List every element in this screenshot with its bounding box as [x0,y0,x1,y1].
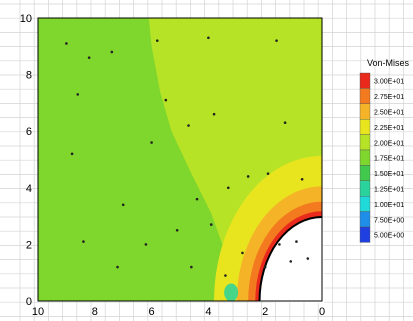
y-tick-label: 6 [26,126,32,138]
mesh-node [190,265,193,269]
mesh-node [195,197,199,201]
x-tick-label: 4 [205,306,211,318]
mesh-node [263,265,267,269]
mesh-node [224,274,227,277]
mesh-node [70,152,74,156]
legend-swatch [359,88,371,105]
x-tick-label: 10 [32,306,44,318]
mesh-node [289,260,293,263]
y-tick-label: 8 [26,70,32,82]
mesh-node [266,172,270,175]
mesh-node [164,98,168,102]
mesh-node [144,243,148,246]
legend-label: 1.75E+01 [374,156,404,163]
legend: Von-Mises 3.00E+01 2.75E+01 2.50E+01 2.25E+0… [359,58,410,243]
mesh-node [212,112,216,116]
y-tick-label: 10 [20,13,32,25]
mesh-node [226,186,230,190]
mesh-node [300,178,304,181]
mesh-node [295,240,298,243]
mesh-node [150,141,153,144]
axes: 0 2 4 6 8 10 10 8 6 4 2 0 [20,13,325,318]
mesh-node [209,223,213,226]
legend-label: 2.50E+01 [374,110,404,117]
hole [259,216,324,303]
legend-swatch [359,118,371,135]
legend-label: 2.25E+01 [374,125,404,132]
legend-label: 1.25E+01 [374,187,404,194]
mesh-node [76,93,80,96]
mesh-node [187,124,190,127]
mesh-node [82,240,85,243]
legend-swatch [359,211,371,228]
y-tick-label: 4 [26,183,32,195]
legend-swatch [359,72,371,89]
legend-swatch [359,149,371,166]
field-zone-1-75 [38,18,237,301]
plot-frame [37,17,323,302]
y-tick-label: 2 [26,239,32,251]
mesh-node [241,251,244,255]
hole-boundary [258,215,323,302]
legend-title: Von-Mises [367,58,410,68]
mesh-node [278,243,281,246]
legend-label: 2.75E+01 [374,94,404,101]
x-tick-label: 0 [319,306,325,318]
legend-label: 1.50E+01 [374,171,404,178]
legend-swatch [359,195,371,212]
legend-swatch [359,103,371,120]
x-tick-label: 2 [262,306,268,318]
legend-label: 2.00E+01 [374,140,404,147]
stress-field [37,17,324,303]
mesh-node [65,42,68,45]
legend-label: 3.00E+01 [374,79,404,86]
x-tick-label: 8 [92,306,98,318]
mesh-nodes [65,36,310,277]
mesh-node [246,175,250,178]
legend-swatch [359,134,371,151]
legend-swatch [359,180,371,197]
mesh-node [306,257,310,260]
mesh-node [207,36,210,40]
legend-label: 1.00E+01 [374,202,404,209]
legend-swatch [359,165,371,181]
legend-swatch [359,226,371,243]
mesh-node [283,121,287,125]
mesh-node [121,203,125,207]
y-tick-label: 0 [26,296,32,308]
mesh-node [116,265,119,269]
legend-label: 5.00E+00 [374,233,404,240]
mesh-node [155,39,159,42]
legend-label: 7.50E+00 [374,217,404,224]
mesh-node [87,56,91,59]
mesh-node [110,50,114,54]
x-tick-label: 6 [149,306,155,318]
mesh-node [175,228,179,232]
field-zone-1-25 [224,283,239,302]
mesh-node [275,39,278,42]
